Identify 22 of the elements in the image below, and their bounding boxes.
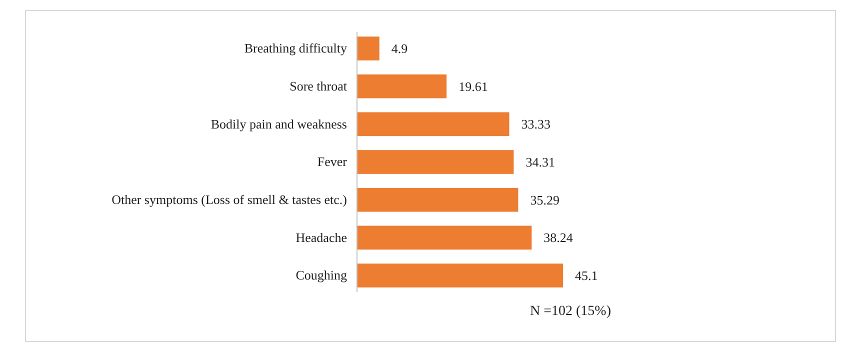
bar (357, 74, 447, 98)
text: N =102 (15%) (530, 304, 612, 319)
data-label: 38.24 (544, 230, 574, 246)
data-label: 33.33 (521, 116, 550, 132)
data-label: 35.29 (530, 192, 560, 208)
bar (357, 150, 514, 174)
y-tick-label: Bodily pain and weakness (210, 116, 347, 132)
bar (357, 36, 380, 60)
y-tick-label: Other symptoms (Loss of smell & tastes etc.) (112, 192, 347, 207)
y-tick-label: Sore throat (290, 78, 348, 94)
y-tick-label: Coughing (296, 268, 348, 283)
y-tick-label: Breathing difficulty (244, 40, 348, 56)
bar (357, 226, 532, 250)
y-tick-label: Headache (296, 230, 348, 245)
data-label: 45.1 (575, 268, 598, 284)
data-label: 4.9 (391, 41, 408, 56)
bar (357, 112, 510, 136)
bar (357, 264, 563, 288)
data-label: 19.61 (458, 78, 488, 94)
y-tick-label: Fever (317, 154, 348, 170)
bar (357, 188, 518, 212)
data-label: 34.31 (526, 154, 555, 170)
